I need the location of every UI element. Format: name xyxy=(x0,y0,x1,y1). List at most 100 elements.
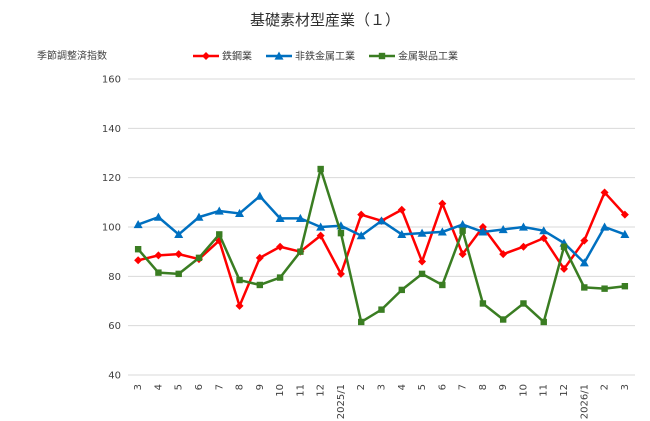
x-tick-label: 3 xyxy=(377,384,388,390)
x-tick-label: 7 xyxy=(458,384,469,390)
data-point-s2 xyxy=(417,228,427,237)
data-point-s1 xyxy=(478,223,487,231)
y-tick-label: 100 xyxy=(102,223,121,234)
data-point-s1 xyxy=(580,236,589,245)
data-point-s3 xyxy=(155,269,162,276)
legend-label: 鉄鋼業 xyxy=(222,50,252,63)
data-point-s1 xyxy=(397,205,406,214)
x-tick-label: 10 xyxy=(275,384,286,397)
y-axis-label: 季節調整済指数 xyxy=(37,51,107,62)
data-point-s2 xyxy=(579,258,589,267)
data-point-s2 xyxy=(518,222,528,231)
series-line-2 xyxy=(137,194,626,265)
data-point-s3 xyxy=(236,276,243,284)
data-point-s1 xyxy=(418,257,427,266)
y-tick-label: 140 xyxy=(102,124,121,135)
data-point-s1 xyxy=(134,256,143,265)
y-tick-label: 60 xyxy=(108,321,121,332)
data-point-s1 xyxy=(154,251,163,260)
data-point-s3 xyxy=(439,281,446,289)
x-tick-label: 3 xyxy=(133,384,144,390)
data-point-s3 xyxy=(317,165,324,173)
data-point-s1 xyxy=(458,250,467,259)
x-tick-label: 7 xyxy=(214,384,225,390)
data-point-s2 xyxy=(437,227,447,236)
data-point-s2 xyxy=(600,222,610,231)
x-tick-label: 12 xyxy=(559,384,570,397)
data-point-s1 xyxy=(519,242,528,251)
data-point-s1 xyxy=(539,234,548,243)
data-point-s1 xyxy=(235,301,244,310)
y-tick-label: 120 xyxy=(102,173,121,184)
data-point-s2 xyxy=(255,191,265,200)
data-point-s1 xyxy=(316,231,325,240)
data-point-s1 xyxy=(276,242,285,251)
data-point-s1 xyxy=(600,188,609,197)
data-point-s3 xyxy=(134,246,142,253)
data-point-s3 xyxy=(418,270,426,278)
data-point-s3 xyxy=(520,300,527,307)
data-point-s1 xyxy=(336,269,345,278)
legend-marker xyxy=(202,52,210,60)
data-point-s3 xyxy=(195,254,203,262)
data-point-s3 xyxy=(175,270,182,278)
x-tick-label: 8 xyxy=(235,384,246,390)
x-tick-label: 9 xyxy=(498,384,509,390)
legend-marker xyxy=(378,52,386,60)
x-tick-label: 2026/1 xyxy=(579,384,590,419)
data-point-s2 xyxy=(620,229,630,238)
data-point-s3 xyxy=(479,300,487,307)
data-point-s2 xyxy=(356,231,366,240)
data-point-s1 xyxy=(620,210,629,219)
x-tick-label: 5 xyxy=(417,384,428,390)
x-tick-label: 11 xyxy=(295,384,306,397)
data-point-s2 xyxy=(235,208,245,218)
x-tick-label: 3 xyxy=(620,384,631,390)
data-point-s3 xyxy=(398,286,405,294)
data-point-s2 xyxy=(498,224,508,234)
x-tick-label: 2 xyxy=(356,384,367,390)
data-point-s3 xyxy=(459,227,466,234)
data-point-s3 xyxy=(499,316,507,323)
data-point-s3 xyxy=(256,281,264,289)
x-tick-label: 4 xyxy=(153,384,164,390)
data-point-s2 xyxy=(194,212,204,221)
x-tick-label: 2025/1 xyxy=(336,384,347,419)
data-point-s3 xyxy=(378,306,385,313)
series-line-3 xyxy=(137,167,626,324)
x-tick-label: 12 xyxy=(316,384,327,397)
data-point-s2 xyxy=(153,212,163,221)
data-point-s3 xyxy=(358,318,365,326)
legend-marker xyxy=(274,51,284,60)
x-tick-label: 4 xyxy=(397,384,408,390)
data-point-s2 xyxy=(539,226,549,235)
y-tick-label: 160 xyxy=(102,75,121,86)
data-point-s2 xyxy=(133,220,143,229)
x-tick-label: 9 xyxy=(255,384,266,390)
data-point-s3 xyxy=(297,248,304,255)
data-point-s2 xyxy=(458,220,468,229)
legend-label: 金属製品工業 xyxy=(398,50,458,63)
x-tick-label: 10 xyxy=(518,384,529,397)
data-point-s2 xyxy=(478,227,488,236)
x-tick-label: 6 xyxy=(437,384,448,390)
data-point-s3 xyxy=(216,231,223,238)
data-point-s2 xyxy=(377,216,386,225)
data-point-s2 xyxy=(295,213,305,222)
data-point-s1 xyxy=(174,250,183,259)
data-point-s1 xyxy=(499,250,508,259)
data-point-s2 xyxy=(316,222,326,231)
x-tick-label: 8 xyxy=(478,384,489,390)
data-point-s2 xyxy=(275,213,285,222)
data-point-s1 xyxy=(357,210,366,219)
data-point-s1 xyxy=(255,253,264,262)
legend-label: 非鉄金属工業 xyxy=(295,50,355,63)
data-point-s3 xyxy=(337,229,345,237)
data-point-s2 xyxy=(397,229,407,238)
data-point-s3 xyxy=(276,274,284,281)
data-point-s3 xyxy=(601,285,608,292)
data-point-s1 xyxy=(438,199,447,208)
data-point-s3 xyxy=(581,284,588,291)
data-point-s1 xyxy=(560,264,569,273)
